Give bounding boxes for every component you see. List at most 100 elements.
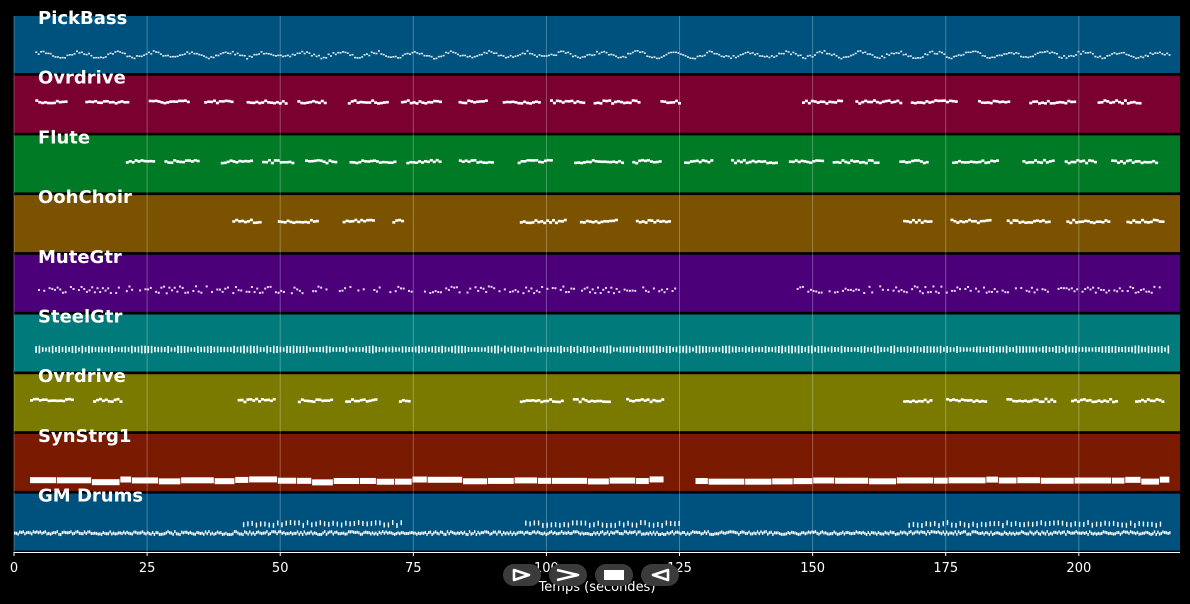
track-2-note xyxy=(314,100,318,104)
fast-forward-button[interactable] xyxy=(549,564,587,586)
track-9-note xyxy=(547,532,549,536)
track-5-note xyxy=(181,286,184,289)
track-5-note xyxy=(905,291,908,294)
track-9-note xyxy=(537,520,540,526)
stop-button[interactable] xyxy=(595,564,633,586)
track-9-note xyxy=(901,531,904,535)
track-7-note xyxy=(101,399,105,403)
track-2-note xyxy=(884,99,888,103)
track-2-note xyxy=(111,100,115,104)
track-6-note xyxy=(586,346,589,353)
track-9-note xyxy=(831,532,834,536)
track-6-note xyxy=(645,346,648,353)
track-3-note xyxy=(149,159,153,163)
track-3-note xyxy=(482,161,486,164)
track-2-note xyxy=(278,102,282,105)
track-1-note xyxy=(421,52,424,55)
track-7-note xyxy=(1149,399,1153,403)
track-6-note xyxy=(678,345,681,354)
track-5-note xyxy=(109,292,112,295)
track-2-note xyxy=(186,100,190,104)
track-5-note xyxy=(216,288,219,291)
track-9-note xyxy=(1136,530,1139,534)
track-9-note xyxy=(324,530,326,534)
track-9-note xyxy=(665,520,668,526)
track-1-note xyxy=(936,53,939,55)
track-3-note xyxy=(911,159,915,163)
track-9-note xyxy=(980,531,982,535)
track-4-note xyxy=(606,220,610,223)
track-4-note xyxy=(522,220,526,223)
track-2-note xyxy=(593,101,597,105)
track-5-note xyxy=(1102,289,1105,292)
track-9-note xyxy=(813,530,815,534)
track-2-note xyxy=(166,101,170,104)
track-1-note xyxy=(435,57,438,60)
play-button[interactable] xyxy=(503,564,541,586)
track-1-note xyxy=(962,53,965,56)
track-1-note xyxy=(222,52,225,54)
track-9-note xyxy=(661,532,663,536)
track-4-note xyxy=(277,220,281,223)
track-9-note xyxy=(277,520,279,526)
track-6-note xyxy=(279,346,282,353)
track-1-note xyxy=(761,55,764,57)
track-5-note xyxy=(187,291,190,294)
track-9-note xyxy=(358,531,360,535)
track-9-note xyxy=(727,530,730,534)
track-5-note xyxy=(479,286,482,289)
track-1-note xyxy=(411,51,414,54)
track-5-note xyxy=(1084,288,1087,291)
track-1-note xyxy=(198,53,201,56)
track-9-note xyxy=(836,532,839,536)
track-6-note xyxy=(236,346,239,353)
track-4-label: OohChoir xyxy=(38,187,132,208)
track-4-note xyxy=(235,218,239,222)
track-7-note xyxy=(297,400,301,404)
track-2-note xyxy=(105,99,109,103)
track-1-note xyxy=(361,56,364,58)
track-1-note xyxy=(751,52,754,54)
track-9-note xyxy=(332,520,334,526)
track-9-note xyxy=(313,531,316,535)
track-6-note xyxy=(226,346,229,353)
track-6-note xyxy=(74,345,77,354)
track-1-note xyxy=(186,51,189,53)
track-4-note xyxy=(241,219,245,223)
track-9-note xyxy=(1107,532,1110,536)
track-4-note xyxy=(315,219,319,223)
track-6-note xyxy=(81,345,84,354)
track-6-note xyxy=(916,346,919,353)
track-9-note xyxy=(1044,532,1047,536)
track-5-note xyxy=(389,291,392,294)
track-8-note xyxy=(29,477,56,484)
track-9-note xyxy=(724,531,726,535)
track-4-note xyxy=(360,218,364,222)
track-5-note xyxy=(927,291,930,294)
track-9-note xyxy=(119,531,122,535)
track-9-note xyxy=(593,531,595,535)
track-6-note xyxy=(305,345,308,354)
track-5-note xyxy=(455,286,458,289)
track-5-note xyxy=(400,287,403,290)
track-4-note xyxy=(615,218,619,222)
track-3-note xyxy=(594,159,598,163)
track-4-note xyxy=(597,221,601,225)
rewind-button[interactable] xyxy=(641,564,679,586)
track-5-note xyxy=(857,288,860,291)
track-1-note xyxy=(64,57,67,59)
track-6-note xyxy=(685,345,688,354)
track-9-note xyxy=(416,532,418,536)
track-1-note xyxy=(133,57,136,60)
track-7-note xyxy=(62,399,66,403)
track-5-note xyxy=(240,289,243,292)
track-5-note xyxy=(541,285,544,288)
track-1-note xyxy=(686,56,689,58)
track-6-note xyxy=(728,345,731,354)
track-9-note xyxy=(41,531,43,535)
track-3-note xyxy=(461,160,465,163)
track-9-note xyxy=(1072,531,1074,535)
track-5-note xyxy=(996,290,999,293)
track-5-note xyxy=(634,289,637,292)
track-3-note xyxy=(841,159,845,162)
